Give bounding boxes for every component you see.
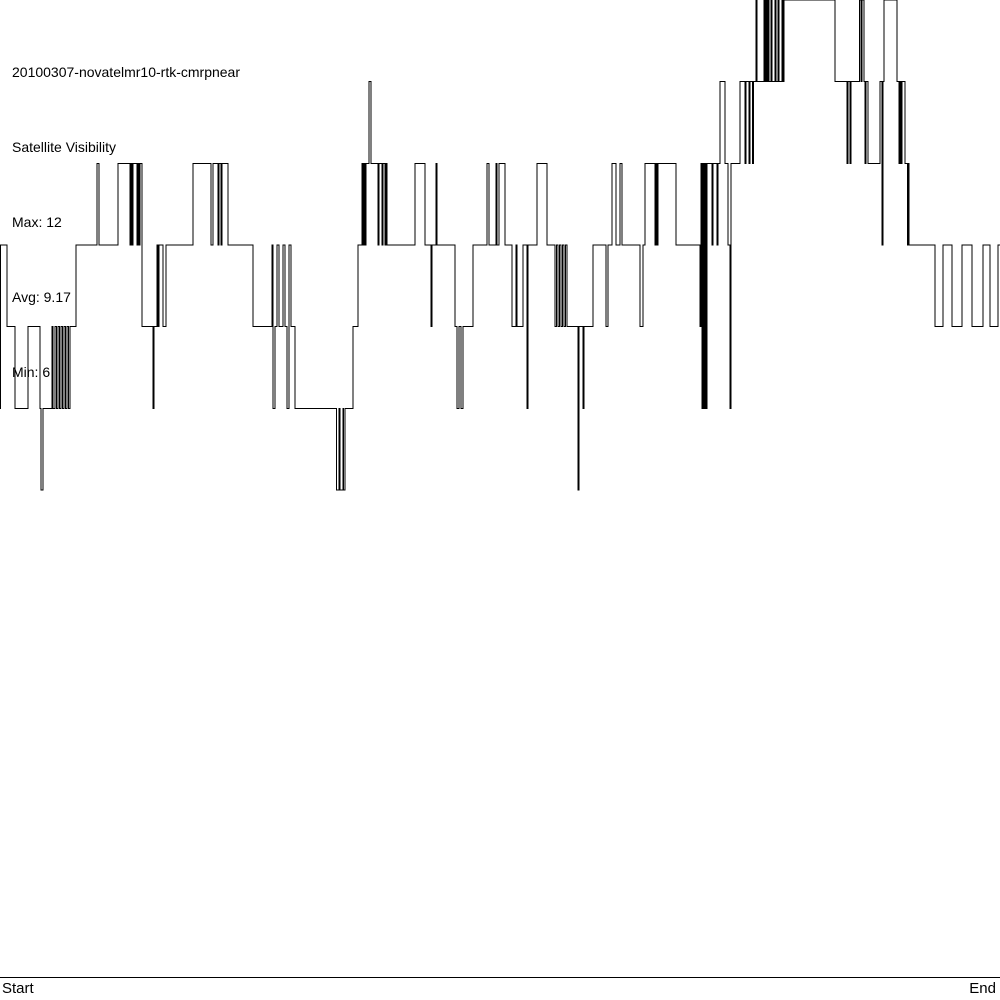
avg-stat: Avg: 9.17 <box>12 289 71 305</box>
max-stat: Max: 12 <box>12 214 62 230</box>
x-axis-start-label: Start <box>2 980 34 997</box>
dataset-name: 20100307-novatelmr10-rtk-cmrpnear <box>12 64 240 80</box>
visibility-step-line <box>0 0 1000 491</box>
min-stat: Min: 6 <box>12 364 51 380</box>
x-axis-line <box>0 977 1000 978</box>
chart-info-block: 20100307-novatelmr10-rtk-cmrpnear Satell… <box>12 10 240 435</box>
chart-name: Satellite Visibility <box>12 139 117 155</box>
x-axis-end-label: End <box>969 980 996 997</box>
